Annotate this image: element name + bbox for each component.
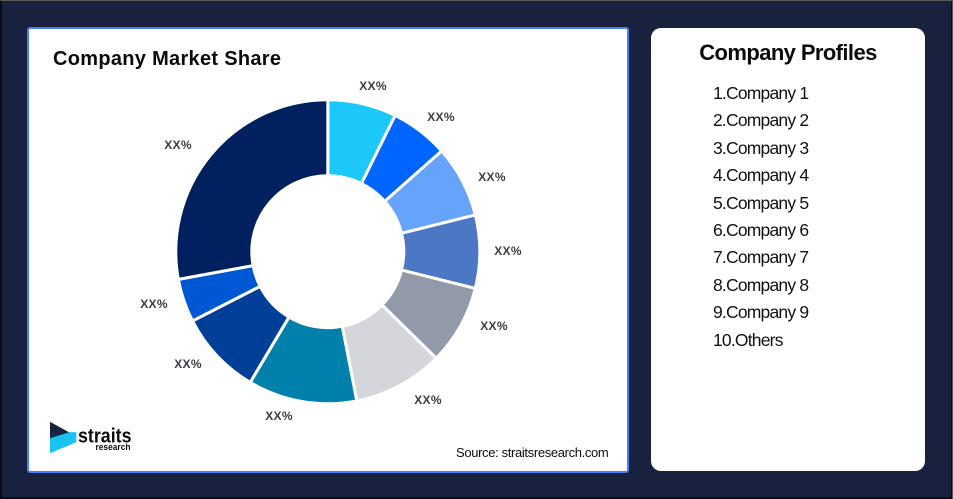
svg-text:research: research bbox=[96, 442, 131, 453]
svg-text:straits: straits bbox=[78, 426, 132, 448]
